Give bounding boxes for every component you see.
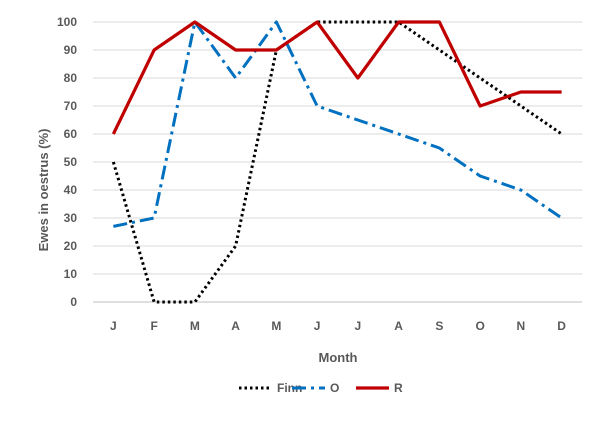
y-tick-label: 40 <box>64 183 78 197</box>
gridlines <box>93 21 582 303</box>
y-tick-label: 80 <box>64 71 78 85</box>
legend-label: Finn <box>277 381 302 395</box>
x-tick-label: D <box>557 319 566 333</box>
x-tick-label: M <box>190 319 200 333</box>
y-tick-label: 50 <box>64 155 78 169</box>
y-tick-label: 20 <box>64 239 78 253</box>
x-tick-label: J <box>355 319 362 333</box>
y-tick-label: 0 <box>70 295 77 309</box>
series-line-o <box>113 20 563 228</box>
series-line-finn <box>111 20 563 304</box>
x-tick-label: A <box>231 319 240 333</box>
y-tick-label: 10 <box>64 267 78 281</box>
legend-item-finn: Finn <box>239 381 302 395</box>
x-tick-label: N <box>517 319 526 333</box>
y-axis-ticks: 0 10 20 30 40 50 60 70 80 90 100 <box>57 15 77 309</box>
y-axis-label: Ewes in oestrus (%) <box>36 129 51 252</box>
legend-label: R <box>394 381 403 395</box>
y-tick-label: 90 <box>64 43 78 57</box>
legend-label: O <box>330 381 339 395</box>
y-tick-label: 60 <box>64 127 78 141</box>
y-tick-label: 70 <box>64 99 78 113</box>
x-tick-label: J <box>314 319 321 333</box>
x-tick-label: S <box>435 319 443 333</box>
x-tick-label: M <box>271 319 281 333</box>
legend-item-o: O <box>292 381 339 395</box>
y-tick-label: 100 <box>57 15 77 29</box>
legend-item-r: R <box>356 381 403 395</box>
series-line-r <box>111 20 562 135</box>
x-tick-label: J <box>110 319 117 333</box>
x-tick-label: A <box>394 319 403 333</box>
x-tick-label: F <box>150 319 157 333</box>
y-tick-label: 30 <box>64 211 78 225</box>
legend: Finn O R <box>239 381 403 395</box>
x-tick-label: O <box>475 319 484 333</box>
series-lines <box>111 20 563 304</box>
x-axis-label: Month <box>319 350 358 365</box>
